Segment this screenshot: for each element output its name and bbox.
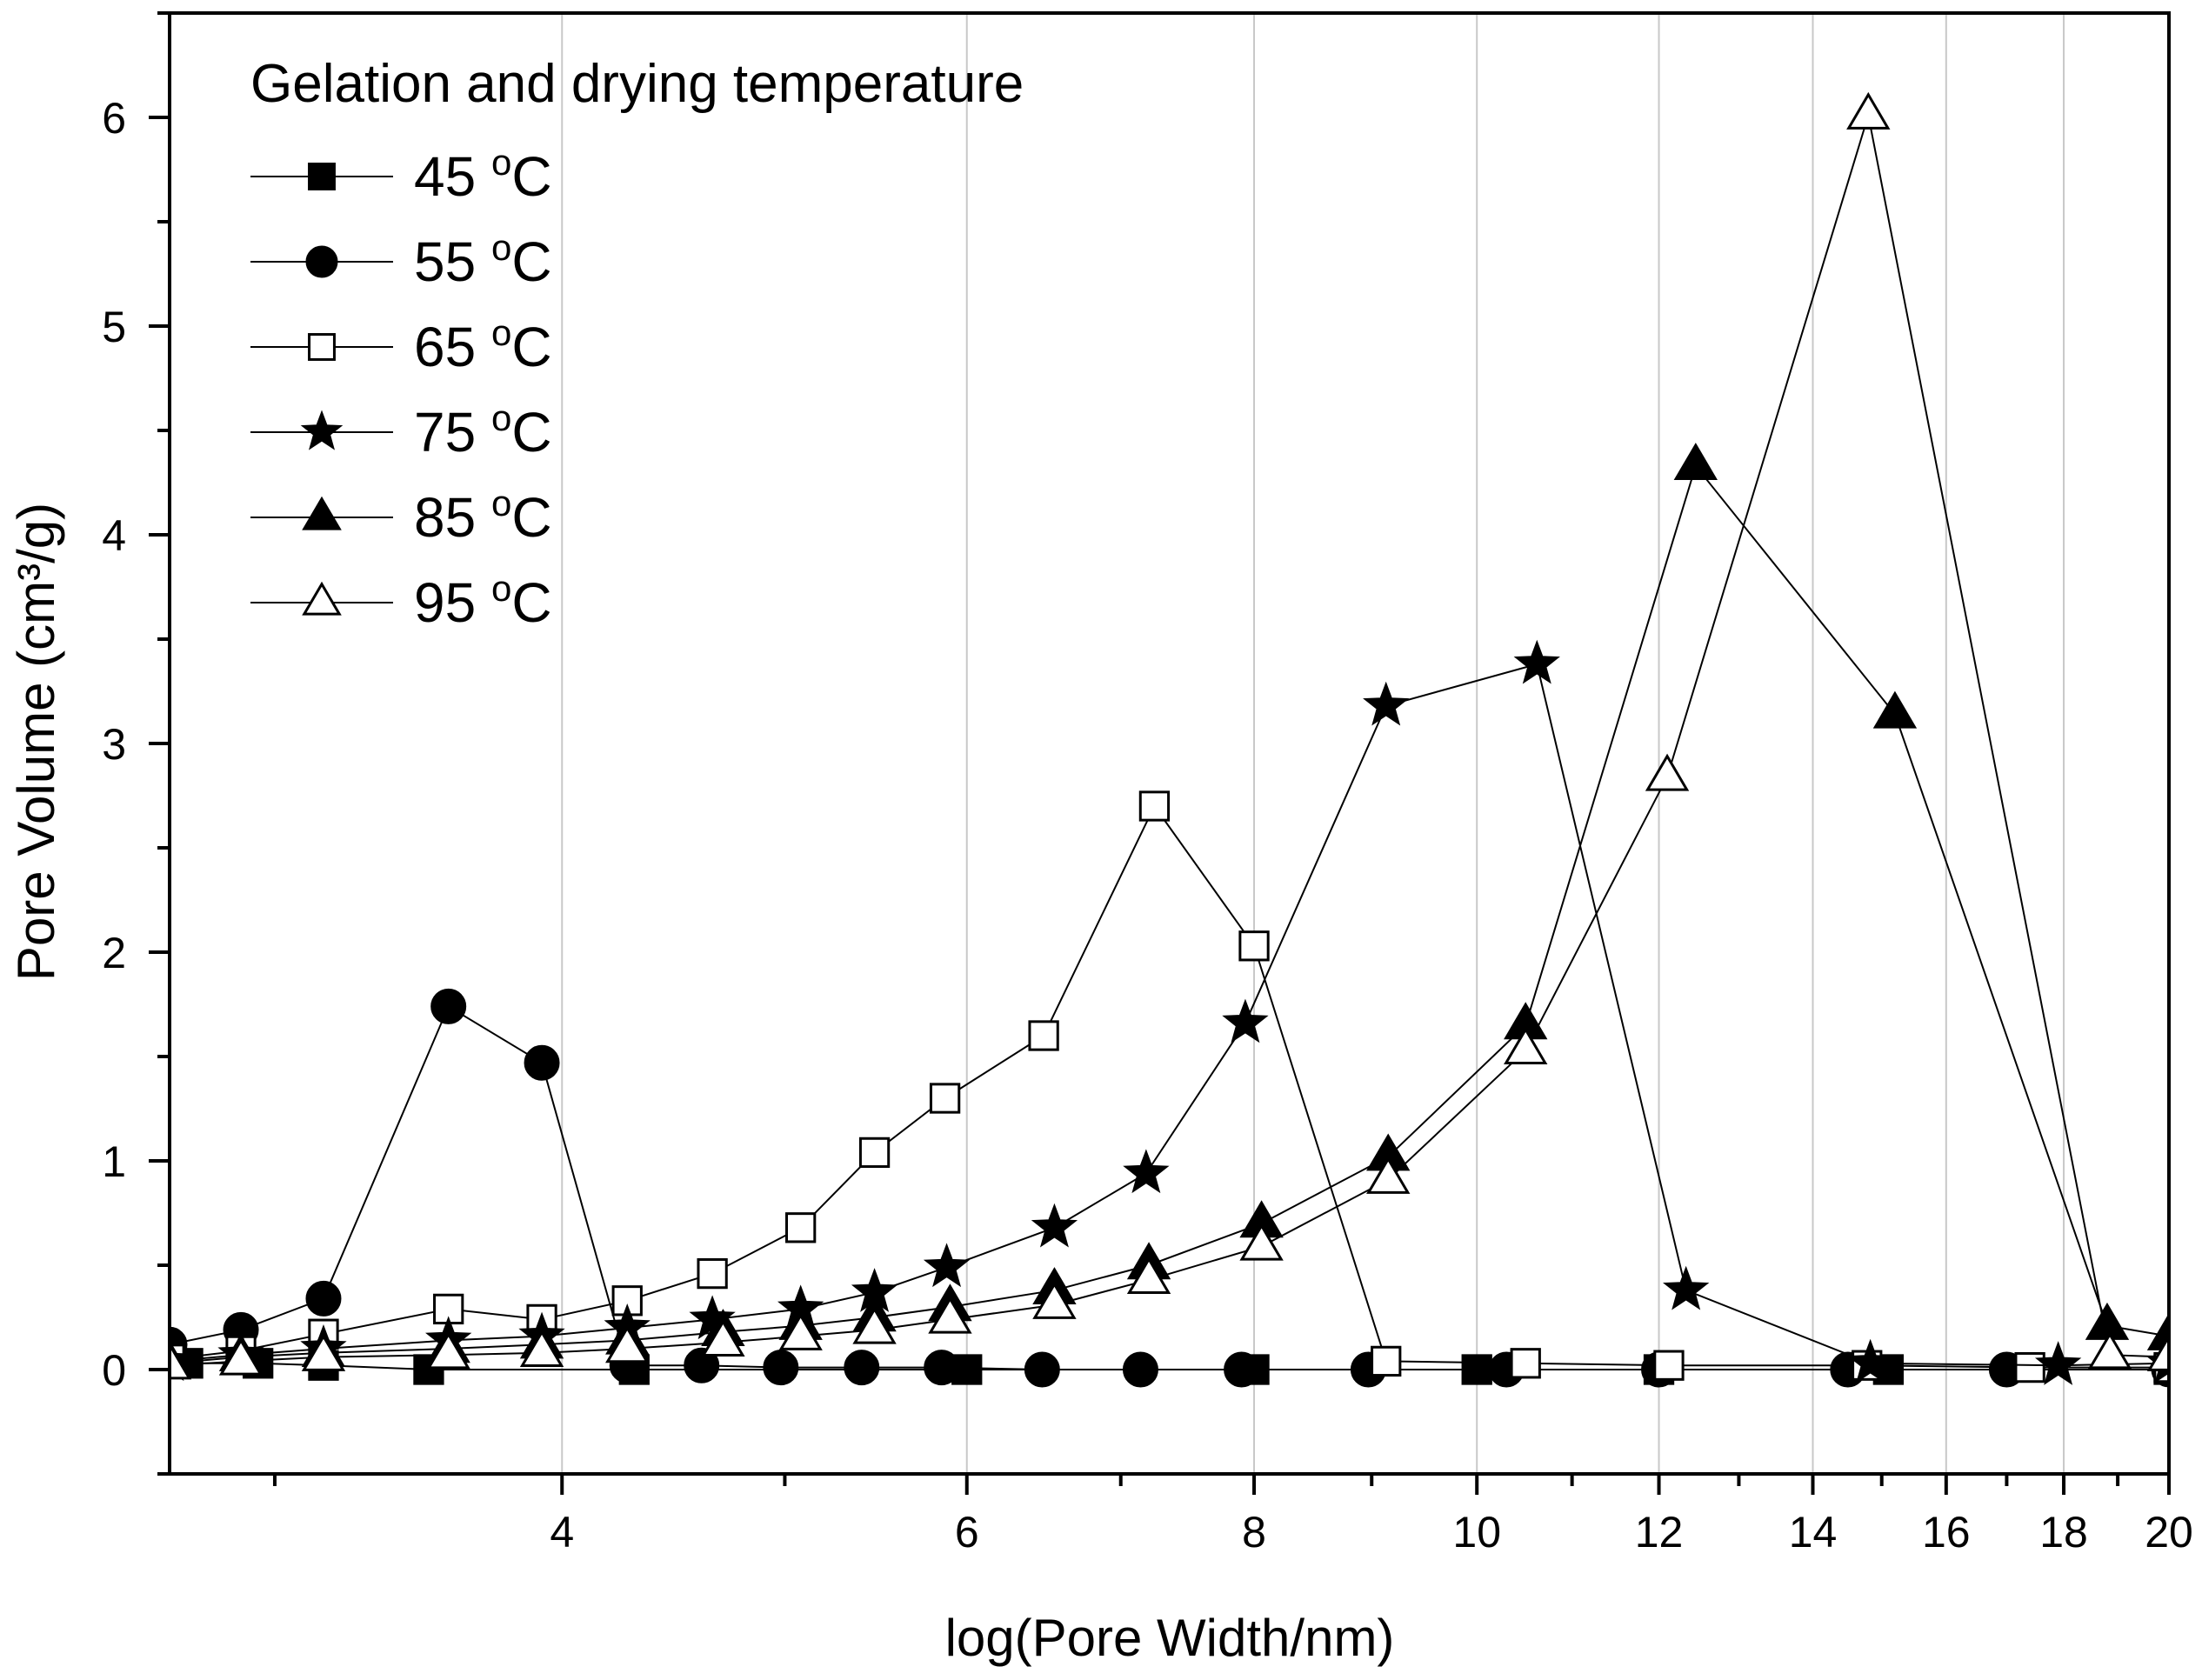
x-tick-label: 10: [1452, 1508, 1501, 1557]
legend-item-85: 85 oC: [250, 483, 552, 549]
data-point-55: [684, 1347, 720, 1383]
legend-label: 85 oC: [414, 483, 552, 549]
legend-title: Gelation and drying temperature: [250, 54, 1024, 114]
y-tick-label: 3: [102, 720, 126, 769]
data-point-95: [1645, 753, 1690, 791]
legend-marker: [302, 581, 342, 616]
data-point-95: [1126, 1257, 1171, 1295]
data-point-65: [785, 1212, 817, 1243]
data-point-65: [1371, 1345, 1402, 1377]
legend-label: 75 oC: [414, 397, 552, 463]
legend-marker: [308, 333, 336, 361]
data-point-95: [301, 1333, 346, 1371]
data-point-65: [929, 1083, 961, 1114]
data-point-95: [218, 1337, 264, 1376]
legend-marker: [300, 410, 344, 450]
data-point-75: [2034, 1341, 2082, 1385]
data-point-75: [1123, 1149, 1170, 1194]
data-point-95: [1504, 1027, 1548, 1065]
data-point-95: [1366, 1156, 1411, 1194]
data-point-55: [305, 1280, 342, 1317]
y-tick-label: 6: [102, 94, 126, 143]
data-point-75: [1663, 1265, 1710, 1310]
data-point-95: [778, 1312, 823, 1350]
y-tick-label: 5: [102, 303, 126, 351]
data-point-65: [2014, 1351, 2045, 1383]
data-point-95: [426, 1331, 470, 1370]
x-tick-label: 14: [1789, 1508, 1838, 1557]
legend-marker: [308, 163, 336, 190]
data-point-55: [524, 1044, 560, 1081]
grid-layer: [561, 13, 2065, 1474]
data-point-95: [605, 1325, 650, 1363]
y-tick-label: 2: [102, 929, 126, 977]
y-tick-label: 4: [102, 511, 126, 560]
data-point-75: [1513, 639, 1560, 684]
legend-item-75: 75 oC: [250, 397, 552, 463]
data-point-75: [1363, 681, 1410, 726]
data-point-55: [1024, 1351, 1060, 1388]
legend-label: 55 oC: [414, 227, 552, 293]
legend-item-65: 65 oC: [250, 312, 552, 378]
data-point-95: [2146, 1333, 2169, 1371]
data-point-85: [2146, 1312, 2169, 1350]
data-point-75: [1031, 1203, 1078, 1248]
data-point-95: [519, 1330, 564, 1368]
data-point-65: [858, 1137, 891, 1169]
legend: Gelation and drying temperature 45 oC 55 …: [250, 54, 1024, 634]
data-point-95: [1846, 91, 1891, 130]
data-point-65: [1510, 1348, 1541, 1379]
legend-label: 65 oC: [414, 312, 552, 378]
data-point-55: [844, 1350, 880, 1386]
data-point-95: [1032, 1281, 1077, 1319]
data-point-85: [1673, 443, 1718, 481]
x-tick-label: 20: [2145, 1508, 2193, 1557]
x-tick-label: 12: [1635, 1508, 1684, 1557]
data-point-75: [1846, 1338, 1894, 1383]
legend-item-45: 45 oC: [250, 142, 552, 208]
series-95: [170, 91, 2169, 1380]
data-point-95: [928, 1296, 972, 1334]
data-point-95: [170, 1342, 192, 1380]
x-tick-label: 18: [2039, 1508, 2088, 1557]
data-point-55: [1224, 1351, 1260, 1388]
y-tick-label: 1: [102, 1137, 126, 1186]
series-layer: [170, 91, 2169, 1388]
data-point-55: [1122, 1351, 1158, 1388]
data-point-55: [430, 988, 467, 1024]
legend-marker: [302, 496, 342, 530]
data-point-95: [1239, 1223, 1284, 1261]
legend-label: 95 oC: [414, 568, 552, 634]
data-point-65: [1238, 930, 1270, 962]
legend-item-55: 55 oC: [250, 227, 552, 293]
data-point-55: [924, 1350, 960, 1386]
data-point-65: [1653, 1350, 1685, 1381]
x-tick-label: 6: [955, 1508, 979, 1557]
x-tick-label: 16: [1922, 1508, 1971, 1557]
y-tick-label: 0: [102, 1346, 126, 1395]
data-point-85: [1872, 690, 1918, 729]
data-point-65: [1028, 1020, 1059, 1051]
y-axis-title: Pore Volume (cm³/g): [7, 503, 65, 981]
data-point-65: [1138, 790, 1171, 822]
data-point-95: [2087, 1331, 2132, 1370]
data-point-75: [923, 1243, 971, 1288]
legend-item-95: 95 oC: [250, 568, 552, 634]
data-point-95: [701, 1319, 745, 1357]
data-point-55: [763, 1350, 799, 1386]
x-tick-label: 4: [550, 1508, 574, 1557]
legend-marker: [305, 245, 338, 278]
x-tick-label: 8: [1242, 1508, 1266, 1557]
x-axis-title: log(Pore Width/nm): [945, 1609, 1395, 1667]
data-point-95: [852, 1306, 897, 1344]
data-point-75: [1222, 998, 1269, 1043]
data-point-65: [697, 1257, 728, 1290]
legend-label: 45 oC: [414, 142, 552, 208]
